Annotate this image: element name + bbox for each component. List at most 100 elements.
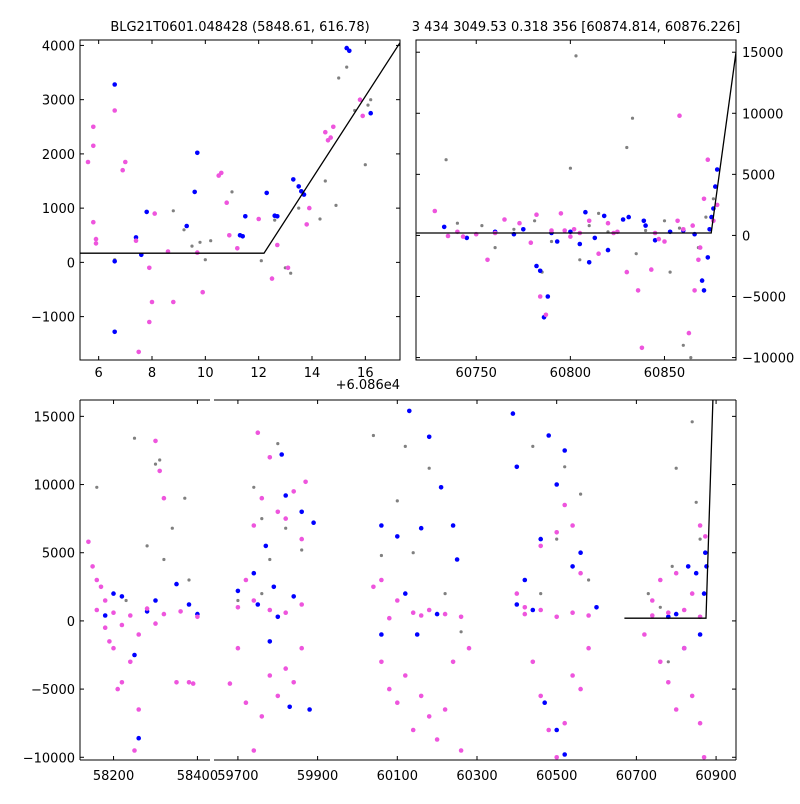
data-point-pink — [558, 211, 564, 216]
data-point-pink — [517, 220, 522, 226]
y-tick-label: 3000 — [42, 94, 75, 109]
data-point-pink — [673, 570, 679, 576]
x-tick-label: 60100 — [377, 769, 418, 784]
data-point-gray — [162, 557, 166, 562]
data-point-pink — [538, 607, 543, 613]
data-point-pink — [227, 233, 232, 238]
data-point-blue — [287, 704, 293, 710]
data-point-pink — [571, 227, 577, 232]
data-point-blue — [693, 570, 699, 576]
data-point-pink — [186, 680, 192, 685]
data-point-pink — [410, 610, 416, 615]
data-point-pink — [578, 686, 583, 692]
model-line — [416, 52, 736, 234]
data-point-gray — [597, 211, 601, 215]
data-point-blue — [554, 727, 559, 733]
panel-title-top-right: 3 434 3049.53 0.318 356 [60874.814, 6087… — [412, 20, 741, 35]
data-point-pink — [259, 714, 265, 719]
data-point-gray — [578, 258, 582, 262]
data-point-pink — [200, 289, 205, 295]
y-tick-label: 0 — [67, 615, 75, 630]
data-point-gray — [153, 462, 158, 466]
data-point-pink — [387, 686, 392, 692]
data-point-pink — [91, 124, 96, 130]
data-point-pink — [538, 693, 543, 699]
data-point-gray — [203, 258, 207, 262]
data-point-pink — [639, 345, 645, 351]
y-tick-label: 5000 — [742, 168, 775, 183]
data-point-gray — [297, 206, 301, 210]
data-point-pink — [91, 143, 96, 149]
data-point-pink — [466, 645, 472, 651]
data-point-pink — [538, 543, 543, 549]
data-point-pink — [586, 613, 591, 618]
data-point-pink — [570, 523, 575, 528]
data-point-gray — [689, 356, 693, 360]
data-point-pink — [586, 645, 591, 651]
data-point-pink — [304, 222, 310, 227]
data-point-pink — [85, 159, 91, 165]
data-point-pink — [701, 196, 707, 202]
data-point-blue — [112, 82, 117, 87]
data-point-pink — [514, 591, 520, 596]
data-point-gray — [711, 197, 716, 201]
data-point-gray — [555, 537, 559, 541]
data-point-gray — [273, 218, 277, 222]
data-point-pink — [677, 113, 682, 118]
data-point-pink — [485, 257, 490, 263]
data-point-gray — [677, 226, 682, 230]
data-point-pink — [283, 666, 289, 671]
data-point-blue — [192, 189, 197, 195]
x-tick-label: 60850 — [644, 366, 685, 381]
data-point-pink — [686, 330, 692, 336]
data-point-blue — [133, 235, 139, 240]
data-point-gray — [158, 458, 162, 462]
y-tick-label: 1000 — [42, 202, 75, 217]
data-point-blue — [554, 482, 559, 487]
data-point-gray — [634, 252, 638, 256]
data-point-blue — [291, 594, 297, 599]
data-point-pink — [666, 610, 671, 615]
data-point-blue — [379, 523, 384, 528]
data-point-pink — [94, 577, 100, 583]
data-point-blue — [514, 464, 520, 470]
data-point-pink — [642, 632, 647, 637]
data-point-pink — [251, 523, 257, 528]
x-tick-label: 8 — [148, 366, 156, 381]
plot-area-bottom — [86, 400, 714, 760]
data-point-gray — [704, 215, 708, 219]
data-point-pink — [115, 686, 120, 692]
data-point-gray — [369, 98, 373, 102]
data-point-pink — [133, 238, 139, 243]
data-point-blue — [136, 735, 141, 741]
data-point-blue — [111, 591, 116, 596]
data-point-pink — [243, 700, 249, 705]
data-point-pink — [195, 614, 200, 620]
data-point-gray — [531, 444, 535, 448]
data-point-blue — [514, 602, 520, 607]
data-point-pink — [697, 720, 703, 726]
x-offset-label-top-left: +6.086e4 — [336, 378, 400, 393]
data-point-pink — [554, 614, 559, 620]
data-point-blue — [714, 167, 720, 172]
data-point-blue — [275, 214, 280, 219]
data-point-blue — [235, 588, 241, 594]
data-point-gray — [276, 442, 280, 446]
x-tick-label: 12 — [250, 366, 267, 381]
data-point-blue — [522, 577, 528, 583]
data-point-pink — [227, 681, 233, 686]
data-point-gray — [318, 217, 322, 221]
data-point-gray — [182, 228, 186, 232]
data-point-gray — [644, 228, 648, 233]
data-point-pink — [256, 216, 262, 222]
data-point-pink — [93, 236, 99, 242]
data-point-pink — [299, 645, 305, 651]
y-tick-label: −10000 — [23, 751, 75, 766]
y-tick-label: −5000 — [742, 290, 786, 305]
data-point-blue — [542, 700, 547, 705]
data-point-blue — [530, 607, 536, 613]
data-point-gray — [379, 553, 383, 558]
data-point-blue — [546, 433, 551, 438]
data-point-gray — [334, 203, 338, 207]
data-point-pink — [528, 240, 534, 245]
